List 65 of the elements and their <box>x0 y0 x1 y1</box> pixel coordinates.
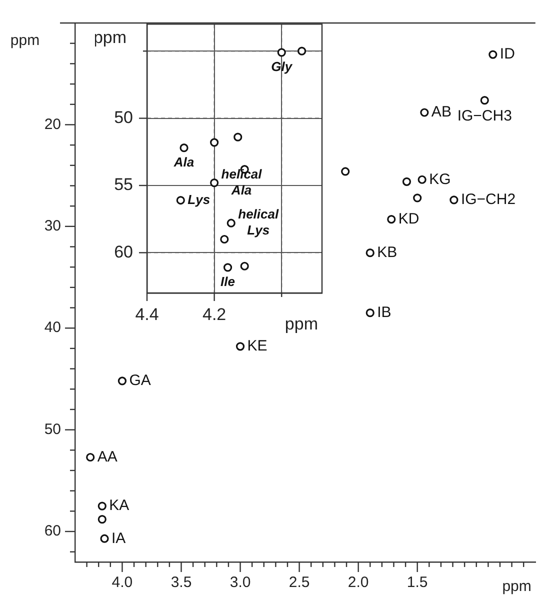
y-tick-label: 30 <box>44 218 61 235</box>
x-axis-title: ppm <box>502 578 532 596</box>
y-tick-label: 60 <box>44 522 61 540</box>
text: 4.0 <box>112 574 133 592</box>
annotation: KD <box>398 210 420 228</box>
annotation: IA <box>112 530 126 547</box>
x-tick-label: 2.0 <box>348 574 369 592</box>
point <box>100 534 109 543</box>
point <box>366 248 374 258</box>
x-tick-label: 1.5 <box>406 574 428 592</box>
point <box>180 144 188 152</box>
point <box>98 502 106 510</box>
point <box>402 177 412 186</box>
point <box>387 214 396 224</box>
y-tick-label: 20 <box>44 116 61 133</box>
point <box>176 196 185 205</box>
point <box>298 46 306 56</box>
point <box>341 167 350 176</box>
y-tick-label: 50 <box>44 420 61 438</box>
annotation: IG−CH3 <box>457 107 512 124</box>
point <box>220 234 229 244</box>
x-axis-title: ppm <box>284 314 318 334</box>
point <box>86 452 95 462</box>
x-tick-label: 4.4 <box>135 304 159 324</box>
x-tick-label: 3.5 <box>170 574 192 592</box>
point <box>420 108 429 117</box>
point <box>210 138 219 147</box>
annotation: ID <box>500 46 516 63</box>
point <box>413 194 422 202</box>
point <box>240 262 249 270</box>
annotation: KE <box>247 338 268 355</box>
y-tick-label: 60 <box>114 242 133 262</box>
point <box>418 175 426 184</box>
point <box>488 50 498 59</box>
point <box>98 514 106 524</box>
annotation: KB <box>377 244 398 261</box>
point <box>226 218 236 228</box>
annotation: KG <box>429 170 451 188</box>
point <box>277 48 286 57</box>
x-tick-label: 4.2 <box>202 304 226 324</box>
x-tick-label: 3.0 <box>230 574 251 592</box>
y-tick-label: 55 <box>114 175 133 194</box>
point <box>223 263 232 272</box>
point <box>480 96 489 105</box>
point <box>450 196 458 204</box>
y-axis-title: ppm <box>10 32 40 50</box>
annotation: Lys <box>188 192 210 207</box>
annotation: helical Lys <box>238 206 279 238</box>
annotation: IB <box>377 304 392 321</box>
annotation: AA <box>97 448 118 466</box>
annotation: GA <box>129 372 151 390</box>
point <box>234 132 242 142</box>
point <box>366 308 374 318</box>
annotation: KA <box>109 497 130 514</box>
annotation: helical Ala <box>221 166 262 198</box>
annotation: Ile <box>220 274 236 290</box>
x-tick-label: 2.5 <box>288 574 310 592</box>
point <box>210 178 219 188</box>
y-tick-label: 40 <box>44 319 61 336</box>
annotation: Ala <box>172 154 194 170</box>
annotation: AB <box>431 104 452 121</box>
y-tick-label: 50 <box>114 108 133 127</box>
point <box>118 376 127 386</box>
point <box>236 342 245 351</box>
annotation: IG−CH2 <box>460 191 516 208</box>
